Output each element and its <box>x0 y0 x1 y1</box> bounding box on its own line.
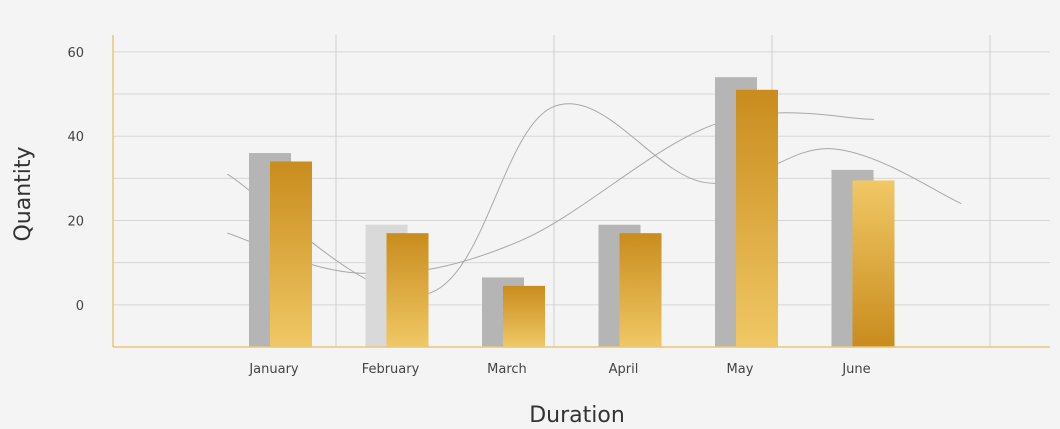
bars <box>249 77 895 347</box>
x-tick-label: April <box>609 362 639 377</box>
bar-series2-february[interactable] <box>386 233 429 347</box>
bar-series2-march[interactable] <box>503 285 545 347</box>
y-tick-label: 40 <box>67 130 84 145</box>
bar-series2-may[interactable] <box>736 89 778 347</box>
x-tick-label: January <box>248 362 299 377</box>
y-tick-label: 0 <box>76 299 84 314</box>
bar-series2-january[interactable] <box>270 161 312 347</box>
x-tick-label: February <box>362 362 420 377</box>
labels: Quantity Duration January February March Ap… <box>11 46 871 428</box>
x-tick-label: March <box>487 362 527 377</box>
y-axis-title: Quantity <box>11 146 36 241</box>
x-axis-title: Duration <box>529 403 625 428</box>
y-tick-label: 20 <box>67 215 84 230</box>
axes <box>112 35 1050 348</box>
bar-series2-june[interactable] <box>852 180 895 347</box>
x-tick-label: June <box>841 362 870 377</box>
y-tick-label: 60 <box>67 46 84 61</box>
x-tick-label: May <box>727 362 754 377</box>
bar-series2-april[interactable] <box>619 233 662 347</box>
